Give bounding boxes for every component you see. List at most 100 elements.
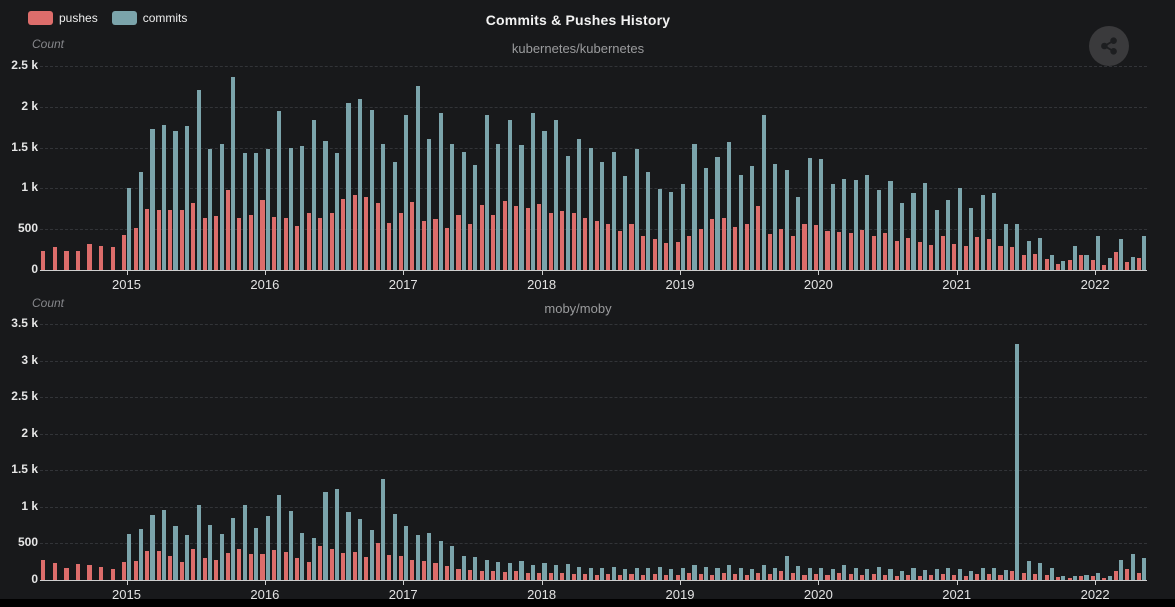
bar-commits[interactable] bbox=[381, 144, 386, 270]
bar-pushes[interactable] bbox=[952, 243, 957, 270]
bar-pushes[interactable] bbox=[398, 212, 403, 270]
bar-pushes[interactable] bbox=[1102, 265, 1107, 270]
bar-pushes[interactable] bbox=[813, 225, 819, 270]
bar-commits[interactable] bbox=[773, 163, 778, 270]
bar-pushes[interactable] bbox=[456, 215, 461, 270]
bar-pushes[interactable] bbox=[906, 238, 911, 270]
bar-pushes[interactable] bbox=[963, 245, 968, 270]
bar-pushes[interactable] bbox=[1009, 571, 1015, 580]
bar-commits[interactable] bbox=[692, 565, 697, 580]
bar-pushes[interactable] bbox=[871, 574, 876, 580]
bar-pushes[interactable] bbox=[306, 561, 311, 580]
bar-pushes[interactable] bbox=[283, 552, 288, 580]
bar-pushes[interactable] bbox=[1079, 255, 1084, 270]
bar-pushes[interactable] bbox=[617, 574, 623, 580]
bar-commits[interactable] bbox=[1084, 574, 1089, 580]
bar-pushes[interactable] bbox=[963, 575, 968, 580]
bar-pushes[interactable] bbox=[168, 210, 173, 270]
bar-commits[interactable] bbox=[1119, 239, 1124, 270]
bar-commits[interactable] bbox=[415, 86, 420, 270]
bar-commits[interactable] bbox=[127, 187, 132, 270]
bar-commits[interactable] bbox=[680, 568, 685, 580]
bar-commits[interactable] bbox=[1130, 554, 1135, 580]
bar-commits[interactable] bbox=[519, 561, 524, 580]
bar-commits[interactable] bbox=[150, 514, 155, 580]
bar-pushes[interactable] bbox=[1102, 577, 1107, 580]
bar-pushes[interactable] bbox=[940, 235, 945, 270]
bar-pushes[interactable] bbox=[687, 235, 692, 270]
bar-commits[interactable] bbox=[1026, 241, 1031, 270]
bar-commits[interactable] bbox=[680, 183, 685, 270]
bar-pushes[interactable] bbox=[710, 219, 715, 270]
bar-pushes[interactable] bbox=[352, 552, 357, 580]
bar-commits[interactable] bbox=[1049, 568, 1054, 580]
bar-commits[interactable] bbox=[323, 492, 328, 580]
bar-commits[interactable] bbox=[254, 528, 259, 580]
bar-pushes[interactable] bbox=[675, 574, 680, 580]
bar-commits[interactable] bbox=[761, 115, 766, 270]
bar-pushes[interactable] bbox=[860, 574, 865, 580]
bar-pushes[interactable] bbox=[364, 557, 369, 580]
bar-pushes[interactable] bbox=[790, 573, 795, 580]
bar-commits[interactable] bbox=[161, 509, 167, 580]
bar-pushes[interactable] bbox=[260, 199, 265, 270]
bar-commits[interactable] bbox=[369, 530, 374, 580]
bar-pushes[interactable] bbox=[1033, 574, 1038, 580]
bar-commits[interactable] bbox=[807, 568, 812, 580]
bar-commits[interactable] bbox=[830, 183, 835, 270]
bar-pushes[interactable] bbox=[744, 224, 749, 270]
bar-pushes[interactable] bbox=[583, 574, 588, 580]
bar-pushes[interactable] bbox=[1125, 261, 1130, 270]
bar-commits[interactable] bbox=[796, 196, 801, 270]
bar-commits[interactable] bbox=[496, 561, 501, 580]
bar-commits[interactable] bbox=[692, 144, 697, 270]
bar-commits[interactable] bbox=[957, 187, 962, 270]
bar-pushes[interactable] bbox=[237, 217, 242, 270]
bar-commits[interactable] bbox=[381, 479, 386, 580]
bar-pushes[interactable] bbox=[848, 574, 853, 580]
bar-pushes[interactable] bbox=[617, 230, 623, 270]
bar-pushes[interactable] bbox=[248, 554, 254, 580]
bar-commits[interactable] bbox=[911, 568, 916, 580]
bar-commits[interactable] bbox=[311, 119, 316, 270]
bar-pushes[interactable] bbox=[848, 233, 853, 270]
bar-pushes[interactable] bbox=[802, 224, 807, 270]
bar-pushes[interactable] bbox=[502, 572, 507, 580]
bar-pushes[interactable] bbox=[767, 234, 772, 270]
bar-pushes[interactable] bbox=[606, 574, 611, 580]
bar-pushes[interactable] bbox=[813, 574, 819, 580]
bar-pushes[interactable] bbox=[1021, 255, 1026, 270]
bar-commits[interactable] bbox=[1015, 224, 1020, 270]
bar-commits[interactable] bbox=[703, 566, 709, 580]
bar-pushes[interactable] bbox=[122, 561, 127, 580]
bar-commits[interactable] bbox=[980, 194, 985, 270]
bar-commits[interactable] bbox=[196, 89, 201, 270]
bar-pushes[interactable] bbox=[1136, 572, 1141, 580]
bar-pushes[interactable] bbox=[767, 574, 772, 580]
bar-commits[interactable] bbox=[646, 568, 651, 580]
bar-commits[interactable] bbox=[427, 532, 432, 580]
bar-pushes[interactable] bbox=[145, 550, 150, 580]
bar-commits[interactable] bbox=[980, 568, 985, 580]
bar-pushes[interactable] bbox=[906, 574, 911, 580]
bar-pushes[interactable] bbox=[1067, 577, 1072, 580]
bar-commits[interactable] bbox=[530, 113, 536, 270]
bar-pushes[interactable] bbox=[225, 552, 230, 580]
bar-pushes[interactable] bbox=[986, 239, 992, 270]
bar-pushes[interactable] bbox=[652, 239, 657, 270]
bar-pushes[interactable] bbox=[99, 566, 104, 580]
bar-pushes[interactable] bbox=[883, 232, 888, 270]
bar-commits[interactable] bbox=[646, 172, 651, 270]
bar-commits[interactable] bbox=[784, 169, 789, 270]
bar-pushes[interactable] bbox=[917, 242, 922, 270]
bar-commits[interactable] bbox=[231, 76, 236, 270]
bar-pushes[interactable] bbox=[122, 234, 127, 270]
bar-commits[interactable] bbox=[242, 153, 247, 270]
bar-commits[interactable] bbox=[357, 98, 363, 270]
bar-commits[interactable] bbox=[1003, 569, 1008, 580]
bar-pushes[interactable] bbox=[664, 243, 669, 270]
bar-commits[interactable] bbox=[819, 567, 824, 580]
bar-pushes[interactable] bbox=[894, 575, 899, 580]
bar-pushes[interactable] bbox=[341, 199, 346, 270]
bar-pushes[interactable] bbox=[571, 574, 576, 580]
